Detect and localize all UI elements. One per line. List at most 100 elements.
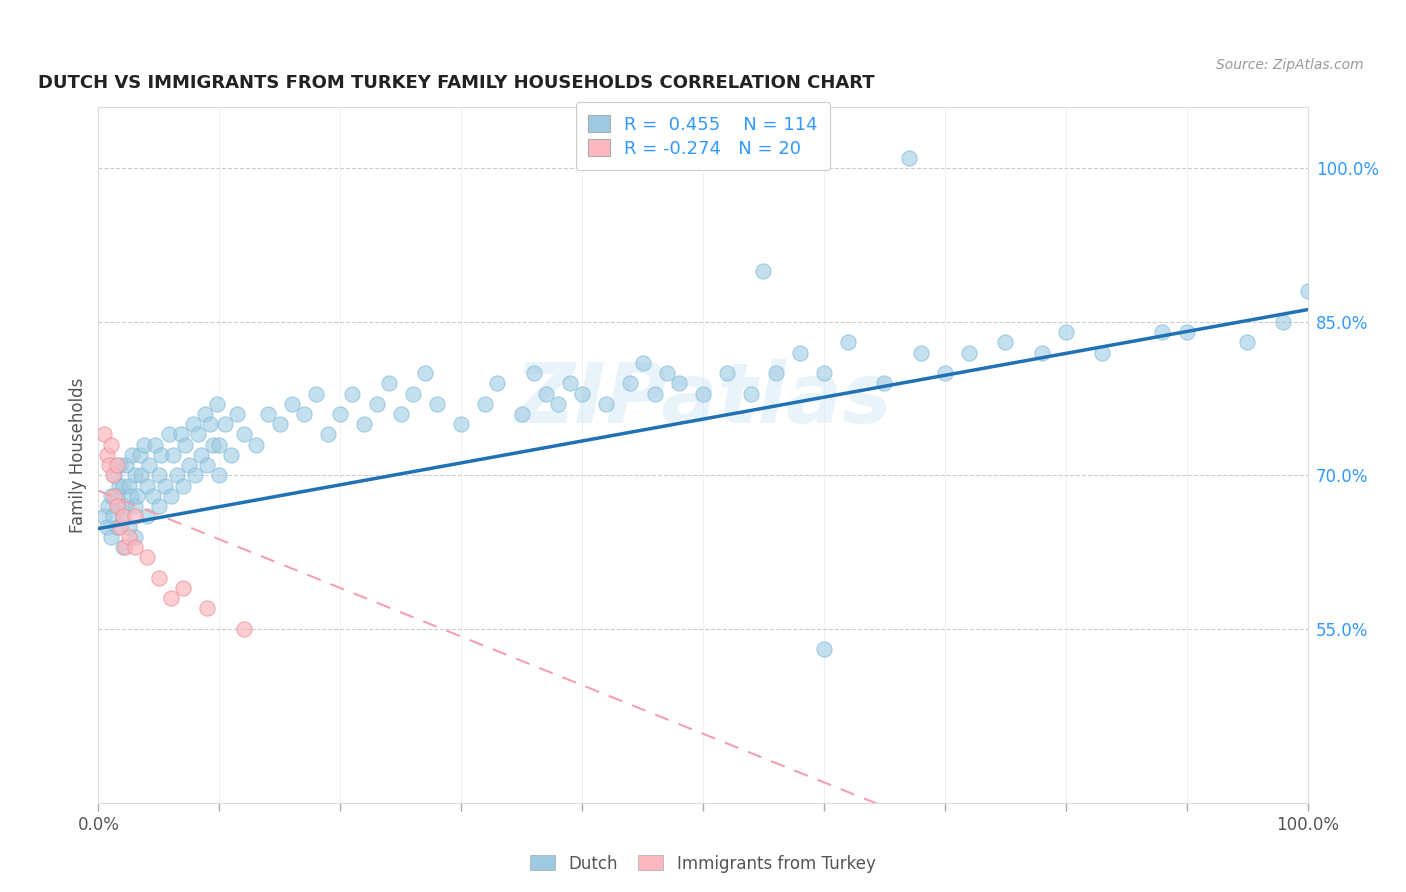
Point (135, 550, 157, 565)
Point (135, 509, 157, 524)
Point (111, 478, 134, 492)
Point (124, 540, 146, 554)
Text: DUTCH VS IMMIGRANTS FROM TURKEY FAMILY HOUSEHOLDS CORRELATION CHART: DUTCH VS IMMIGRANTS FROM TURKEY FAMILY H… (38, 74, 875, 92)
Point (148, 499, 170, 513)
Point (426, 397, 449, 411)
Point (619, 376, 641, 391)
Point (135, 478, 157, 492)
Point (103, 468, 125, 483)
Point (668, 376, 690, 391)
Point (558, 376, 581, 391)
Point (316, 427, 339, 442)
Point (174, 438, 197, 452)
Point (195, 458, 218, 472)
Point (105, 489, 128, 503)
Point (105, 519, 128, 533)
Point (142, 489, 165, 503)
Point (413, 366, 436, 380)
Point (205, 397, 228, 411)
Point (256, 407, 278, 421)
Point (1054, 325, 1077, 339)
Point (281, 397, 304, 411)
Point (571, 386, 593, 401)
Point (181, 417, 204, 432)
Point (813, 642, 835, 657)
Point (486, 376, 509, 391)
Point (101, 468, 124, 483)
Point (108, 478, 131, 492)
Point (245, 438, 267, 452)
Point (232, 427, 254, 442)
Point (208, 468, 231, 483)
Point (172, 581, 194, 595)
Point (716, 366, 738, 380)
Point (150, 448, 173, 462)
Point (127, 489, 149, 503)
Point (957, 345, 980, 359)
Point (353, 417, 375, 432)
Point (93, 509, 115, 524)
Point (114, 499, 136, 513)
Point (128, 448, 150, 462)
Point (105, 499, 128, 513)
Point (523, 366, 546, 380)
Point (148, 468, 170, 483)
Point (162, 448, 184, 462)
Point (124, 509, 146, 524)
Point (100, 489, 122, 503)
Point (292, 407, 315, 421)
Point (740, 386, 762, 401)
Point (100, 438, 122, 452)
Point (1296, 284, 1319, 298)
Point (208, 438, 231, 452)
Point (118, 478, 141, 492)
Point (752, 264, 775, 278)
Point (134, 438, 156, 452)
Point (450, 417, 472, 432)
Point (329, 407, 352, 421)
Point (1175, 325, 1198, 339)
Text: Source: ZipAtlas.com: Source: ZipAtlas.com (1216, 58, 1364, 72)
Point (765, 366, 787, 380)
Point (98, 458, 121, 472)
Point (108, 519, 131, 533)
Point (124, 530, 146, 544)
Point (1091, 345, 1114, 359)
Point (692, 386, 714, 401)
Point (111, 509, 134, 524)
Point (148, 571, 170, 585)
Point (195, 601, 218, 615)
Point (534, 386, 557, 401)
Point (118, 519, 141, 533)
Point (342, 386, 364, 401)
Point (873, 376, 896, 391)
Point (97, 499, 120, 513)
Point (510, 407, 533, 421)
Point (789, 345, 811, 359)
Point (547, 397, 569, 411)
Point (897, 151, 920, 165)
Point (198, 417, 221, 432)
Point (1031, 345, 1053, 359)
Point (232, 622, 254, 636)
Point (190, 448, 212, 462)
Point (121, 448, 143, 462)
Point (96, 448, 118, 462)
Point (103, 489, 125, 503)
Point (124, 468, 146, 483)
Point (107, 499, 129, 513)
Point (194, 407, 217, 421)
Point (305, 386, 328, 401)
Point (184, 468, 207, 483)
Point (93, 427, 115, 442)
Point (837, 335, 859, 350)
Point (221, 448, 243, 462)
Point (115, 458, 138, 472)
Point (631, 356, 654, 370)
Point (172, 478, 194, 492)
Point (214, 417, 236, 432)
Point (108, 458, 131, 472)
Text: ZIPatlas: ZIPatlas (515, 359, 891, 440)
Point (644, 386, 666, 401)
Point (813, 366, 835, 380)
